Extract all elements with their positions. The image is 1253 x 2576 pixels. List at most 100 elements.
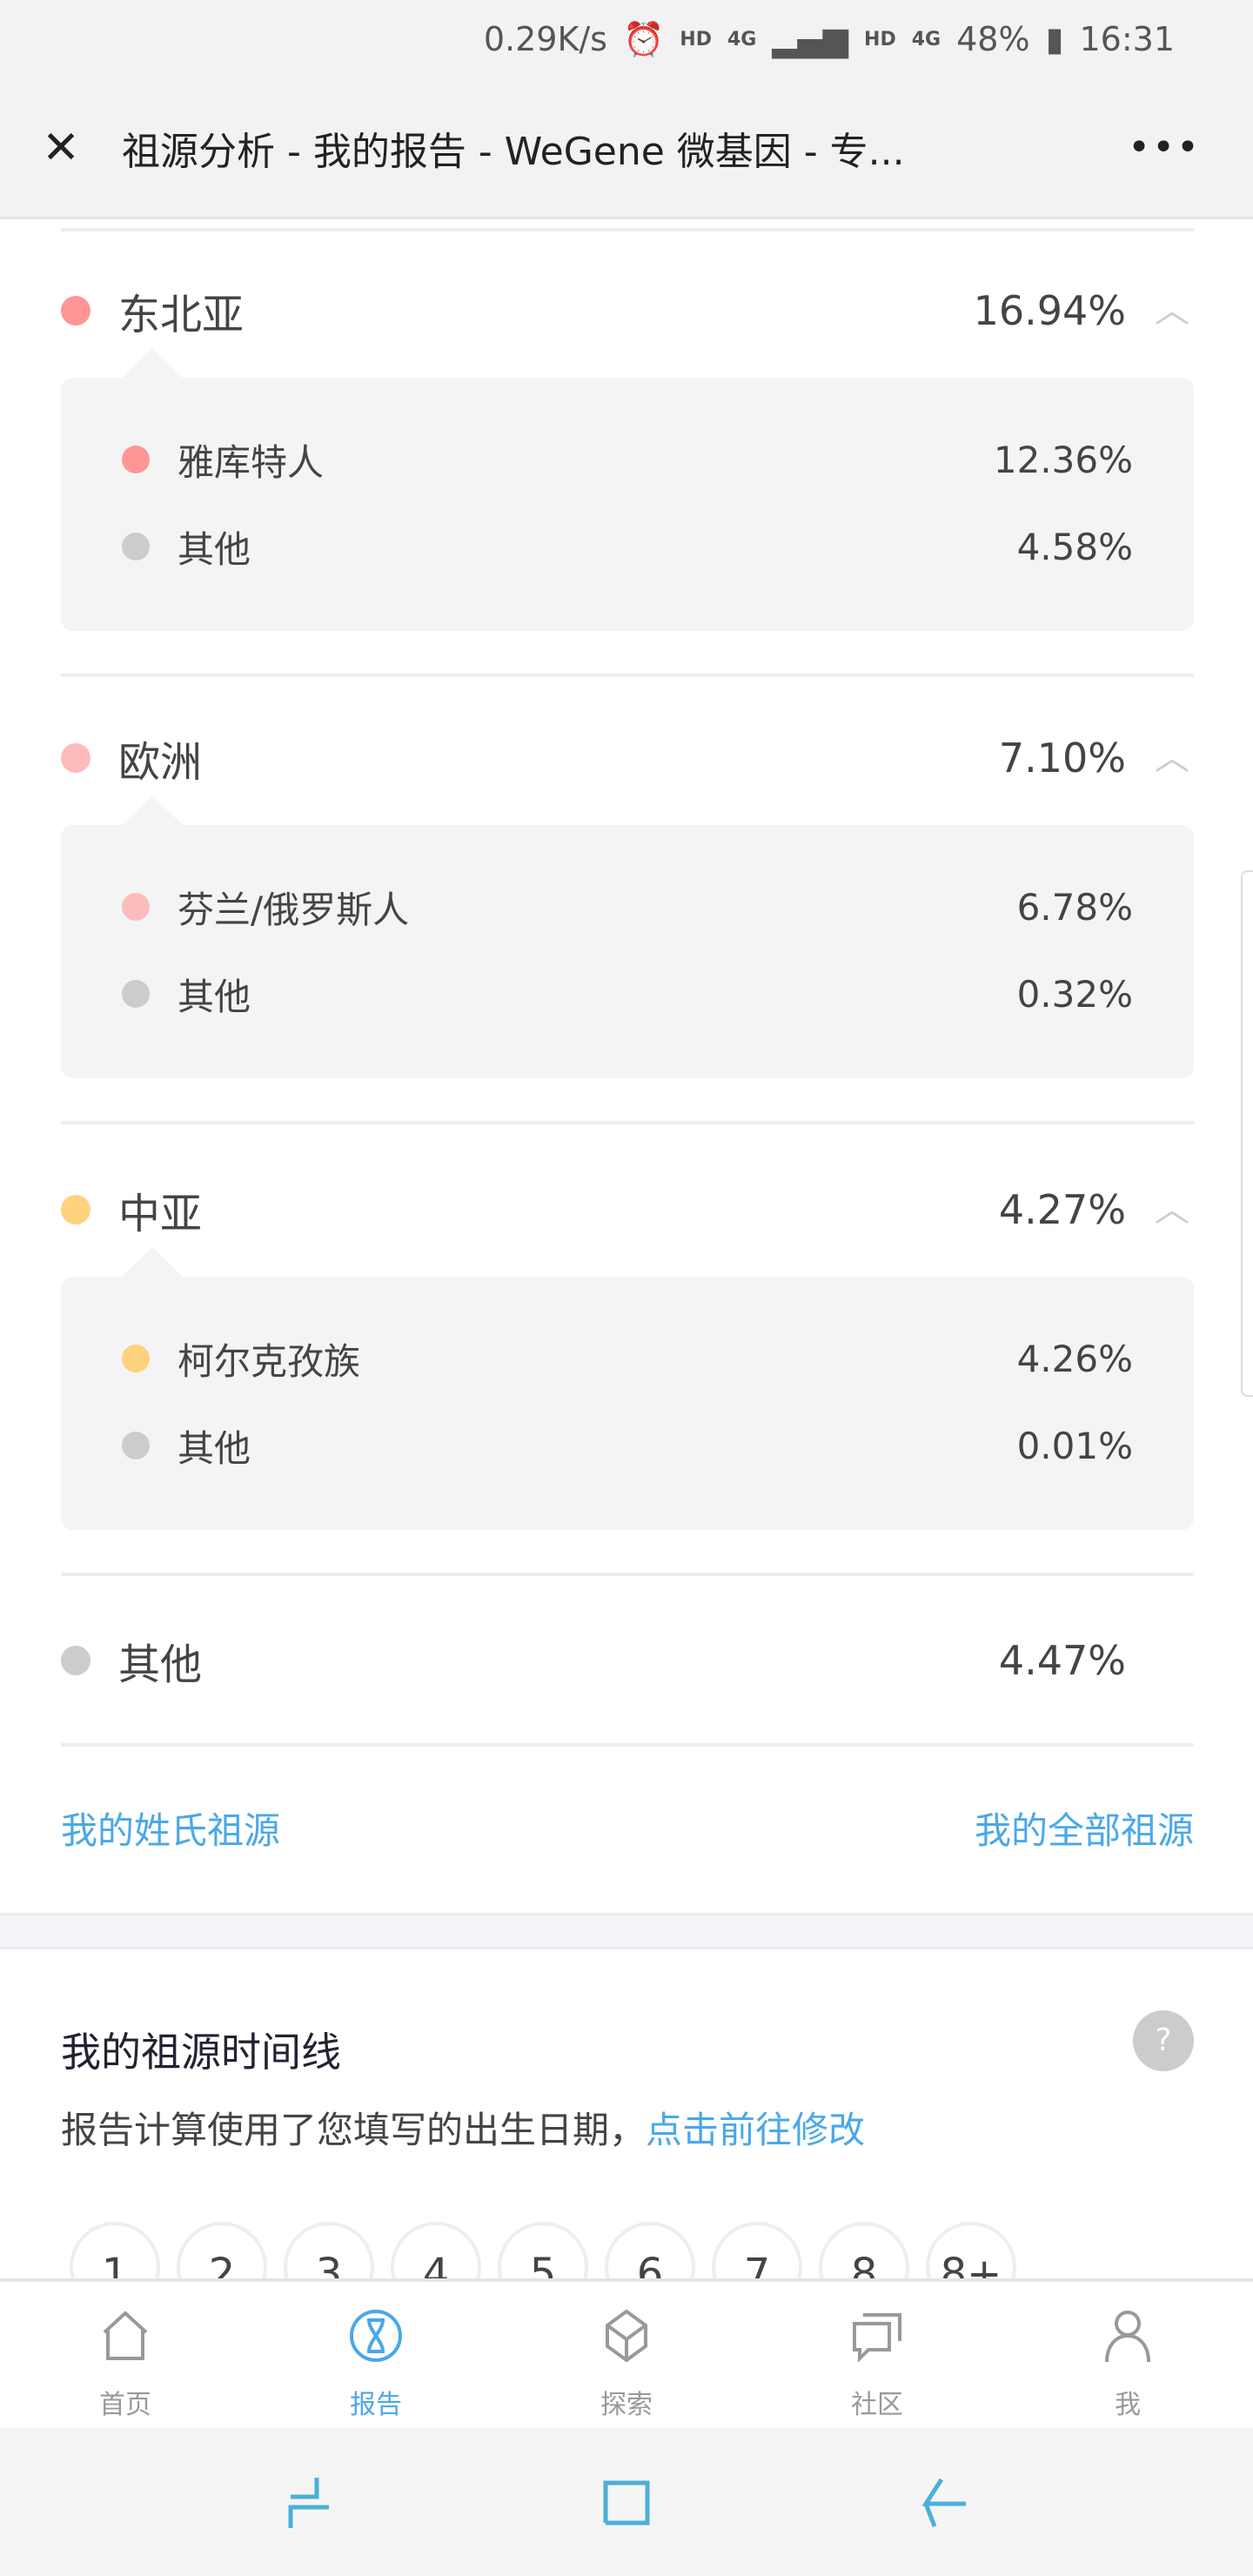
timeline-subtitle: 报告计算使用了您填写的出生日期，点击前往修改 xyxy=(61,2101,865,2154)
subgroup-name: 其他 xyxy=(178,975,251,1018)
cube-icon xyxy=(606,2309,647,2363)
subgroup-percent: 12.36% xyxy=(993,438,1133,481)
group-header[interactable]: 东北亚 16.94% ︿ xyxy=(61,282,1194,339)
subgroup-name: 其他 xyxy=(178,527,251,571)
generation-button[interactable]: 6 xyxy=(605,2222,695,2279)
network-speed: 0.29K/s xyxy=(483,20,607,58)
bottom-tab-bar: 首页 报告 探索 社区 我 xyxy=(0,2278,1253,2428)
color-dot xyxy=(61,743,90,773)
app-header: ✕ 祖源分析 - 我的报告 - WeGene 微基因 - 专... ••• xyxy=(0,78,1253,219)
subgroup-percent: 4.58% xyxy=(1016,525,1133,568)
chevron-up-icon[interactable] xyxy=(1150,1643,1194,1678)
generation-button[interactable]: 2 xyxy=(177,2222,267,2279)
alarm-icon: ⏰ xyxy=(622,19,665,58)
chat-icon xyxy=(853,2313,901,2363)
hd-label-2: HD xyxy=(864,28,896,50)
timeline-title: 我的祖源时间线 xyxy=(61,2029,341,2076)
tab-dna[interactable]: 报告 xyxy=(251,2282,501,2428)
subgroup-row: 其他 4.58% xyxy=(122,520,1133,573)
home-button-icon[interactable] xyxy=(599,2474,654,2530)
generation-button[interactable]: 1 xyxy=(70,2222,160,2279)
group-name: 东北亚 xyxy=(118,291,245,339)
divider xyxy=(61,1573,1194,1576)
subgroup-name: 其他 xyxy=(178,1426,251,1470)
color-dot xyxy=(122,446,150,473)
subgroup-row: 其他 0.01% xyxy=(122,1419,1133,1472)
home-icon xyxy=(103,2311,148,2360)
network-type: 4G xyxy=(727,28,757,50)
divider xyxy=(61,228,1194,231)
ancestry-links: 我的姓氏祖源 我的全部祖源 xyxy=(61,1801,1194,1855)
group-header[interactable]: 其他 4.47% xyxy=(61,1632,1194,1689)
subtitle-text: 报告计算使用了您填写的出生日期， xyxy=(61,2109,647,2151)
color-dot xyxy=(122,893,150,921)
tab-label: 探索 xyxy=(600,2390,653,2420)
scrollbar[interactable] xyxy=(1241,870,1253,1397)
generation-button[interactable]: 3 xyxy=(284,2222,374,2279)
subgroup-row: 柯尔克孜族 4.26% xyxy=(122,1332,1133,1385)
color-dot xyxy=(61,296,90,325)
color-dot xyxy=(122,1432,150,1459)
battery-level: 48% xyxy=(956,20,1030,58)
color-dot xyxy=(61,1195,90,1224)
generation-button[interactable]: 7 xyxy=(712,2222,802,2279)
divider xyxy=(61,674,1194,677)
color-dot xyxy=(122,1345,150,1372)
dna-icon xyxy=(350,2310,402,2362)
group-percent: 7.10% xyxy=(998,735,1126,782)
recent-apps-icon[interactable] xyxy=(282,2474,338,2530)
divider xyxy=(61,1121,1194,1124)
system-nav-bar xyxy=(0,2428,1253,2576)
subgroup-panel: 芬兰/俄罗斯人 6.78% 其他 0.32% xyxy=(61,795,1194,1078)
chevron-up-icon[interactable]: ︿ xyxy=(1155,738,1189,778)
all-ancestry-link[interactable]: 我的全部祖源 xyxy=(974,1809,1194,1852)
tab-cube[interactable]: 探索 xyxy=(501,2282,752,2428)
user-icon xyxy=(1105,2311,1150,2363)
surname-ancestry-link[interactable]: 我的姓氏祖源 xyxy=(61,1809,281,1852)
group-name: 欧洲 xyxy=(118,738,203,787)
tab-chat[interactable]: 社区 xyxy=(752,2282,1002,2428)
subgroup-percent: 4.26% xyxy=(1016,1337,1133,1380)
close-icon[interactable]: ✕ xyxy=(42,121,80,174)
subgroup-row: 芬兰/俄罗斯人 6.78% xyxy=(122,881,1133,933)
tab-user[interactable]: 我 xyxy=(1002,2282,1253,2428)
color-dot xyxy=(122,533,150,560)
subgroup-panel: 雅库特人 12.36% 其他 4.58% xyxy=(61,348,1194,631)
group-header[interactable]: 中亚 4.27% ︿ xyxy=(61,1181,1194,1238)
tab-label: 报告 xyxy=(350,2390,402,2420)
subgroup-percent: 0.32% xyxy=(1016,972,1133,1016)
battery-icon: ▮ xyxy=(1045,20,1064,58)
generation-button[interactable]: 5 xyxy=(498,2222,588,2279)
group-percent: 4.47% xyxy=(998,1637,1126,1684)
subgroup-row: 其他 0.32% xyxy=(122,968,1133,1020)
group-name: 其他 xyxy=(118,1640,203,1689)
divider xyxy=(61,1743,1194,1747)
chevron-up-icon[interactable]: ︿ xyxy=(1155,291,1189,331)
edit-birthdate-link[interactable]: 点击前往修改 xyxy=(646,2109,866,2151)
group-name: 中亚 xyxy=(118,1190,203,1238)
generation-button[interactable]: 4 xyxy=(391,2222,481,2279)
generation-button[interactable]: 8+ xyxy=(926,2222,1016,2279)
page-title: 祖源分析 - 我的报告 - WeGene 微基因 - 专... xyxy=(122,129,905,174)
more-icon[interactable]: ••• xyxy=(1128,125,1201,170)
section-separator xyxy=(0,1913,1253,1949)
tab-label: 我 xyxy=(1115,2390,1141,2420)
tab-label: 首页 xyxy=(99,2390,151,2420)
subgroup-row: 雅库特人 12.36% xyxy=(122,433,1133,486)
clock: 16:31 xyxy=(1079,20,1175,58)
subgroup-name: 雅库特人 xyxy=(178,440,325,484)
group-header[interactable]: 欧洲 7.10% ︿ xyxy=(61,729,1194,787)
color-dot xyxy=(122,980,150,1008)
back-icon[interactable] xyxy=(915,2474,971,2530)
subgroup-panel: 柯尔克孜族 4.26% 其他 0.01% xyxy=(61,1247,1194,1530)
generation-button[interactable]: 8 xyxy=(819,2222,909,2279)
tab-home[interactable]: 首页 xyxy=(0,2282,251,2428)
color-dot xyxy=(61,1646,90,1675)
group-percent: 16.94% xyxy=(973,287,1126,334)
signal-icon: ▂▄▆ xyxy=(772,20,849,58)
hd-label: HD xyxy=(680,28,712,50)
chevron-up-icon[interactable]: ︿ xyxy=(1155,1190,1189,1230)
help-icon[interactable]: ? xyxy=(1133,2010,1194,2071)
subgroup-name: 芬兰/俄罗斯人 xyxy=(178,888,410,931)
tab-label: 社区 xyxy=(851,2390,903,2420)
